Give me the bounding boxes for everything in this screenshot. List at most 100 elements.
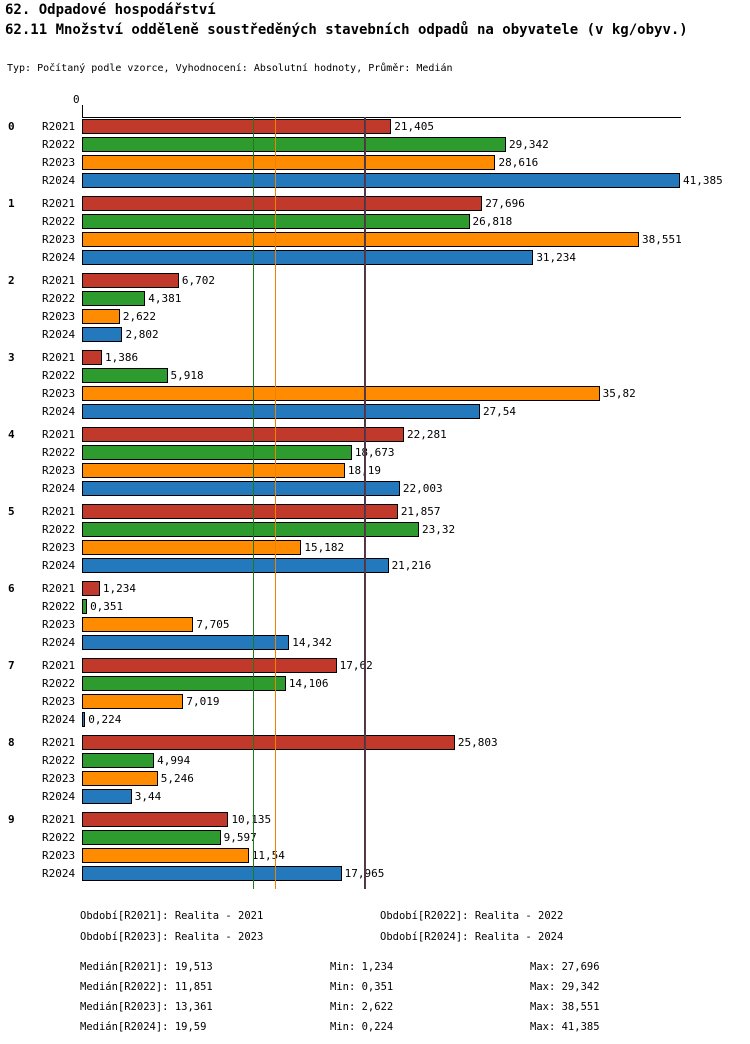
bar-r2023-group-7 <box>82 693 184 709</box>
stat-min: Min: 0,224 <box>330 1021 394 1033</box>
series-label: R2023 <box>42 771 76 785</box>
bar-r2022-group-6 <box>82 598 88 614</box>
bar-r2023-group-0 <box>82 154 496 170</box>
bar-group-7: 7 R2021 17,62 R2022 14,106 R2023 7,019 R2024 0,2… <box>0 656 750 728</box>
bar-area: 18,673 <box>82 444 750 460</box>
bar-r2023-group-6 <box>82 616 194 632</box>
series-label: R2023 <box>42 540 76 554</box>
series-label: R2022 <box>42 291 76 305</box>
bar-r2021-group-2 <box>82 272 179 288</box>
bar-area: 5,918 <box>82 367 750 383</box>
series-label: R2022 <box>42 445 76 459</box>
bar-row-0-r2023: R2023 28,616 <box>0 153 750 171</box>
bar-row-9-r2023: R2023 11,54 <box>0 846 750 864</box>
stats-row-1: Medián[R2022]: 11,851 Min: 0,351 Max: 29,3… <box>80 977 600 997</box>
series-label: R2022 <box>42 214 76 228</box>
bar-area: 27,54 <box>82 403 750 419</box>
bar-area: 25,803 <box>82 734 750 750</box>
stats-row-0: Medián[R2021]: 19,513 Min: 1,234 Max: 27,6… <box>80 957 600 977</box>
page-subtitle: 62.11 Množství odděleně soustředěných st… <box>5 22 688 38</box>
bar-row-4-r2021: 4 R2021 22,281 <box>0 425 750 443</box>
bar-row-0-r2021: 0 R2021 21,405 <box>0 117 750 135</box>
bar-r2021-group-5 <box>82 503 398 519</box>
series-label: R2021 <box>42 812 76 826</box>
bar-group-8: 8 R2021 25,803 R2022 4,994 R2023 5,246 R2024 3,4… <box>0 733 750 805</box>
bar-value-label: 17,62 <box>339 658 373 672</box>
bar-row-8-r2023: R2023 5,246 <box>0 769 750 787</box>
bar-r2021-group-9 <box>82 811 229 827</box>
bar-value-label: 4,994 <box>157 753 191 767</box>
category-label: 6 <box>8 581 15 595</box>
bar-value-label: 7,019 <box>186 694 220 708</box>
legend-item-2: Období[R2023]: Realita - 2023 <box>80 931 264 943</box>
series-label: R2024 <box>42 250 76 264</box>
bar-row-5-r2022: R2022 23,32 <box>0 520 750 538</box>
series-label: R2022 <box>42 522 76 536</box>
bar-group-0: 0 R2021 21,405 R2022 29,342 R2023 28,616 R2024 4… <box>0 117 750 189</box>
bar-r2021-group-1 <box>82 195 483 211</box>
bar-row-5-r2023: R2023 15,182 <box>0 538 750 556</box>
bar-area: 15,182 <box>82 539 750 555</box>
stats-block: Medián[R2021]: 19,513 Min: 1,234 Max: 27,6… <box>80 957 600 1037</box>
bar-value-label: 21,405 <box>394 119 435 133</box>
bar-row-6-r2022: R2022 0,351 <box>0 597 750 615</box>
x-axis-tick <box>82 105 83 117</box>
bar-value-label: 27,54 <box>482 404 517 418</box>
category-label: 3 <box>8 350 15 364</box>
bar-r2024-group-0 <box>82 172 680 188</box>
page-title: 62. Odpadové hospodářství <box>5 2 216 18</box>
bar-area: 27,696 <box>82 195 750 211</box>
bar-area: 1,234 <box>82 580 750 596</box>
bar-row-6-r2021: 6 R2021 1,234 <box>0 579 750 597</box>
category-label: 2 <box>8 273 15 287</box>
legend-item-0: Období[R2021]: Realita - 2021 <box>80 910 264 922</box>
bar-area: 1,386 <box>82 349 750 365</box>
bar-area: 9,597 <box>82 829 750 845</box>
bar-value-label: 27,696 <box>485 196 525 210</box>
bar-value-label: 22,281 <box>406 427 447 441</box>
series-label: R2021 <box>42 581 76 595</box>
bar-value-label: 31,234 <box>536 250 577 264</box>
series-label: R2023 <box>42 694 76 708</box>
category-label: 4 <box>8 427 15 441</box>
bar-row-1-r2024: R2024 31,234 <box>0 248 750 266</box>
series-label: R2022 <box>42 830 76 844</box>
series-label: R2023 <box>42 617 76 631</box>
bar-r2023-group-9 <box>82 847 249 863</box>
bar-row-8-r2022: R2022 4,994 <box>0 751 750 769</box>
category-label: 7 <box>8 658 15 672</box>
series-label: R2024 <box>42 404 76 418</box>
bar-row-0-r2022: R2022 29,342 <box>0 135 750 153</box>
bar-value-label: 9,597 <box>223 830 257 844</box>
bar-row-7-r2024: R2024 0,224 <box>0 710 750 728</box>
bar-value-label: 14,342 <box>292 635 332 649</box>
bar-group-6: 6 R2021 1,234 R2022 0,351 R2023 7,705 R2024 14,3… <box>0 579 750 651</box>
series-label: R2024 <box>42 327 76 341</box>
bar-area: 0,224 <box>82 711 750 727</box>
bar-value-label: 18,673 <box>354 445 395 459</box>
stat-max: Max: 38,551 <box>530 1001 600 1013</box>
bar-value-label: 3,44 <box>134 789 162 803</box>
bar-area: 41,385 <box>82 172 750 188</box>
bar-area: 26,818 <box>82 213 750 229</box>
legend-item-1: Období[R2022]: Realita - 2022 <box>380 910 564 922</box>
series-label: R2024 <box>42 558 76 572</box>
bar-value-label: 21,857 <box>400 504 441 518</box>
bar-row-3-r2021: 3 R2021 1,386 <box>0 348 750 366</box>
bar-area: 2,802 <box>82 326 750 342</box>
category-label: 9 <box>8 812 15 826</box>
bar-row-9-r2021: 9 R2021 10,135 <box>0 810 750 828</box>
bar-row-0-r2024: R2024 41,385 <box>0 171 750 189</box>
bar-r2022-group-4 <box>82 444 352 460</box>
bar-value-label: 14,106 <box>288 676 329 690</box>
series-label: R2024 <box>42 635 76 649</box>
series-label: R2021 <box>42 658 76 672</box>
bar-row-8-r2024: R2024 3,44 <box>0 787 750 805</box>
bar-area: 21,216 <box>82 557 750 573</box>
bar-r2021-group-6 <box>82 580 100 596</box>
bar-value-label: 11,54 <box>251 848 285 862</box>
series-label: R2022 <box>42 676 76 690</box>
bar-r2022-group-3 <box>82 367 168 383</box>
bar-value-label: 10,135 <box>231 812 272 826</box>
bar-row-9-r2024: R2024 17,965 <box>0 864 750 882</box>
